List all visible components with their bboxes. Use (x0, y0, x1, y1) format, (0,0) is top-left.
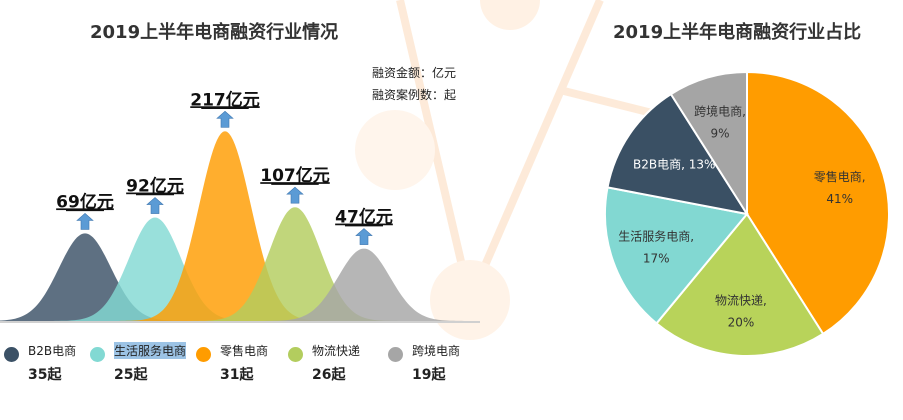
left-chart-title: 2019上半年电商融资行业情况 (90, 22, 339, 43)
up-arrow-icon (355, 228, 373, 245)
legend-dot (288, 347, 303, 362)
legend-count: 35起 (28, 367, 62, 383)
pie-label: 零售电商, (814, 169, 866, 184)
bell-area-1 (45, 217, 265, 321)
legend-label: 物流快递 (312, 344, 361, 358)
pie-percent: 20% (728, 315, 755, 329)
up-arrow-icon (216, 110, 234, 128)
pie-slice-4 (669, 70, 748, 218)
legend-label: B2B电商 (28, 344, 77, 358)
legend-dot (4, 347, 19, 362)
pie-label: B2B电商, 13% (633, 157, 715, 172)
up-arrow-icon (286, 186, 304, 204)
up-arrow-icon (146, 197, 164, 214)
legend-dot (90, 347, 105, 362)
bell-area-2 (115, 131, 335, 321)
pie-percent: 9% (711, 126, 730, 140)
amount-label: 47亿元 (335, 207, 393, 228)
legend-count: 31起 (220, 367, 254, 383)
legend-label: 跨境电商 (412, 344, 461, 358)
unit-note-amount: 融资金额：亿元 (372, 66, 457, 80)
legend-count: 25起 (114, 367, 148, 383)
pie-slice-3 (606, 92, 750, 216)
pie-percent: 41% (826, 192, 853, 206)
legend-label: 零售电商 (220, 344, 269, 358)
bell-area-3 (185, 207, 405, 321)
legend-dot (388, 347, 403, 362)
amount-label: 69亿元 (56, 191, 114, 212)
amount-label: 217亿元 (190, 89, 260, 110)
amount-label: 92亿元 (126, 176, 184, 197)
legend-dot (196, 347, 211, 362)
pie-slice-2 (604, 186, 749, 325)
right-chart-title: 2019上半年电商融资行业占比 (613, 22, 862, 43)
pie-slice-1 (655, 212, 825, 357)
legend-count: 26起 (312, 367, 346, 383)
pie-label: 物流快递, (715, 293, 767, 307)
bell-area-4 (254, 248, 474, 321)
pie-percent: 17% (643, 252, 670, 266)
pie-label: 跨境电商, (694, 103, 746, 118)
amount-label: 107亿元 (260, 165, 330, 186)
legend-label: 生活服务电商 (114, 342, 187, 359)
unit-note-count: 融资案例数：起 (372, 88, 457, 102)
pie-label: 生活服务电商, (618, 229, 694, 244)
bell-area-0 (0, 233, 195, 321)
up-arrow-icon (76, 212, 94, 230)
legend-count: 19起 (412, 367, 446, 383)
